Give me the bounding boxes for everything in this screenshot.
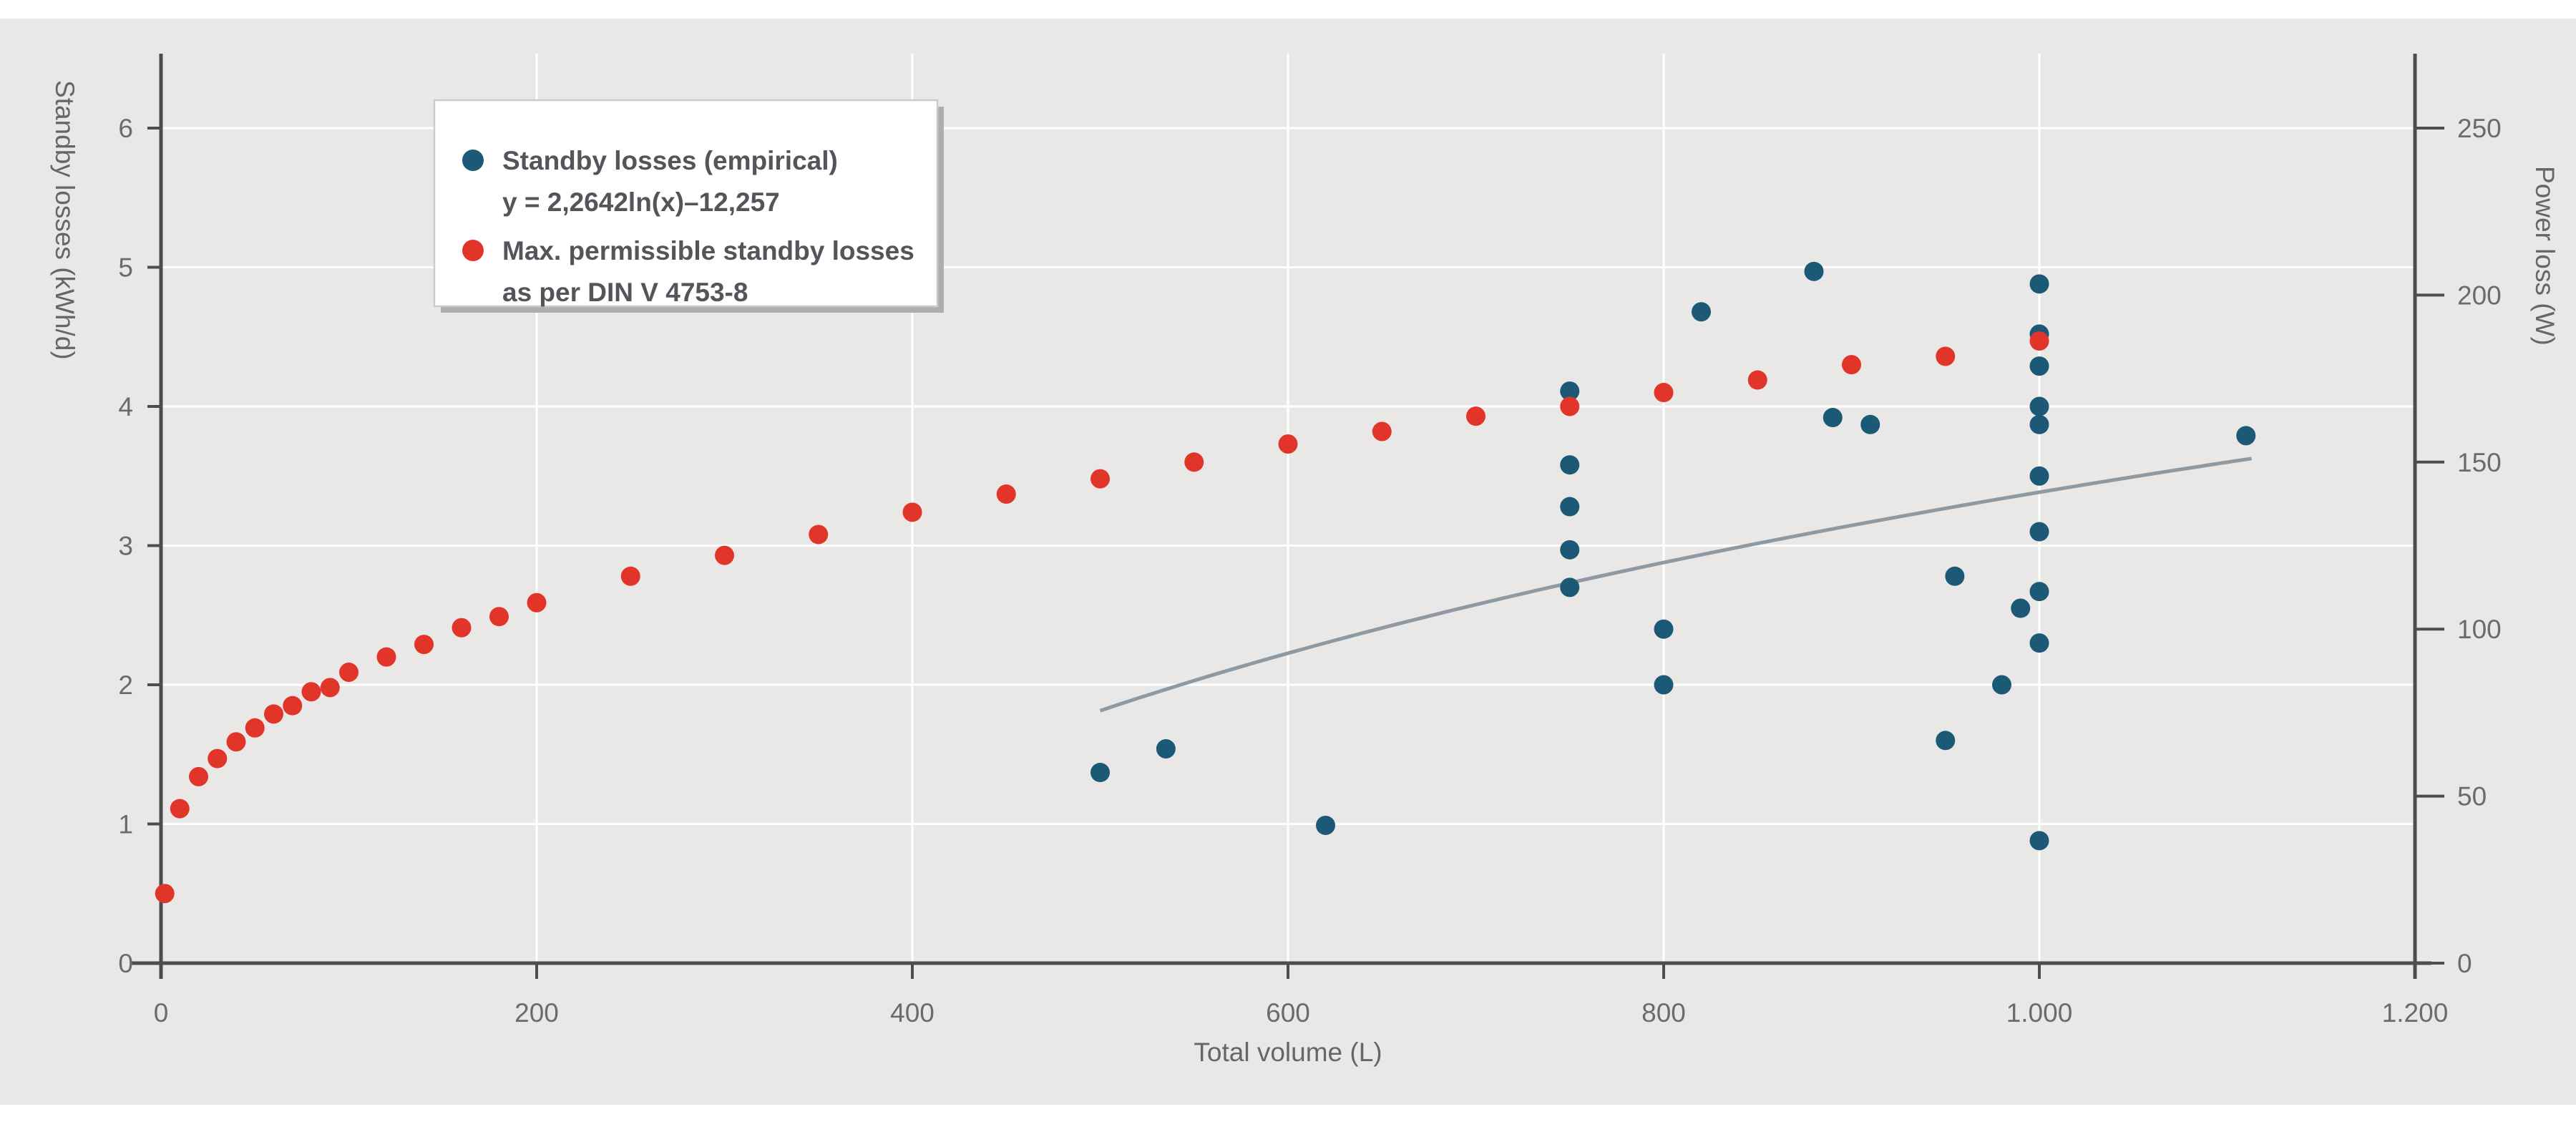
point-permissible — [620, 566, 640, 586]
point-permissible — [902, 502, 922, 522]
point-permissible — [1184, 452, 1204, 472]
point-empirical — [1560, 577, 1580, 597]
point-permissible — [414, 635, 434, 655]
x-tick-label: 600 — [1266, 998, 1310, 1028]
y-right-tick-label: 200 — [2457, 280, 2502, 310]
point-empirical — [1804, 261, 1824, 281]
x-tick-label: 1.200 — [2382, 998, 2449, 1028]
legend-label-permissible-line1: Max. permissible standby losses — [502, 236, 914, 265]
point-permissible — [320, 678, 340, 698]
point-permissible — [155, 884, 175, 904]
point-empirical — [1945, 566, 1965, 586]
point-permissible — [301, 682, 321, 702]
point-empirical — [2011, 598, 2031, 618]
series-empirical-points — [1091, 261, 2256, 851]
x-tick-label: 200 — [514, 998, 559, 1028]
point-permissible — [226, 732, 246, 752]
x-axis-title: Total volume (L) — [1194, 1038, 1382, 1067]
y-left-tick-label: 3 — [118, 532, 133, 561]
y-right-tick-label: 150 — [2457, 448, 2502, 477]
point-permissible — [1936, 346, 1956, 366]
point-empirical — [2029, 633, 2049, 653]
x-tick-label: 400 — [890, 998, 935, 1028]
trendline — [1099, 457, 2252, 713]
point-permissible — [1466, 406, 1485, 426]
y-axis-title-right: Power loss (W) — [2530, 166, 2560, 346]
y-right-tick-label: 250 — [2457, 114, 2502, 143]
x-tick-label: 0 — [154, 998, 169, 1028]
legend-marker-empirical-icon — [462, 150, 484, 171]
legend-label-empirical-line1: Standby losses (empirical) — [502, 146, 838, 175]
y-left-tick-label: 2 — [118, 670, 133, 700]
trendline-path — [1099, 457, 2252, 713]
point-permissible — [1091, 469, 1110, 489]
point-permissible — [1278, 434, 1298, 454]
legend: Standby losses (empirical) y = 2,2642ln(… — [433, 99, 944, 313]
point-empirical — [1560, 497, 1580, 517]
y-left-tick-label: 4 — [118, 392, 133, 421]
point-permissible — [809, 525, 829, 545]
point-empirical — [1156, 738, 1176, 758]
point-permissible — [208, 748, 228, 769]
x-tick-label: 1.000 — [2006, 998, 2073, 1028]
point-empirical — [2029, 582, 2049, 602]
y-right-tick-label: 0 — [2457, 949, 2472, 978]
point-permissible — [189, 766, 208, 786]
point-permissible — [376, 647, 396, 667]
axis-lines — [131, 54, 2431, 979]
y-left-tick-label: 5 — [118, 253, 133, 283]
axis-ticks — [147, 127, 2444, 979]
point-permissible — [1372, 421, 1392, 441]
legend-box — [433, 99, 939, 308]
point-empirical — [1560, 540, 1580, 560]
point-permissible — [2029, 331, 2049, 351]
point-permissible — [245, 718, 265, 738]
point-empirical — [2029, 274, 2049, 294]
point-permissible — [283, 696, 303, 716]
point-empirical — [2029, 466, 2049, 486]
point-empirical — [1936, 731, 1956, 751]
point-permissible — [1560, 396, 1580, 416]
point-empirical — [1560, 455, 1580, 475]
y-left-tick-label: 0 — [118, 949, 133, 978]
point-permissible — [489, 607, 509, 627]
point-empirical — [2029, 522, 2049, 542]
tick-labels: 0 1 2 3 4 5 6 0 200 400 600 800 1.000 1.200 0 50 100 150 2… — [118, 114, 2501, 1028]
point-empirical — [2029, 831, 2049, 851]
point-empirical — [2236, 426, 2256, 446]
y-right-tick-label: 100 — [2457, 615, 2502, 644]
point-permissible — [996, 484, 1016, 504]
series-permissible-points — [155, 331, 2049, 904]
y-right-tick-label: 50 — [2457, 782, 2487, 811]
point-empirical — [1692, 302, 1711, 322]
point-empirical — [1860, 414, 1880, 434]
point-empirical — [1823, 408, 1843, 428]
point-permissible — [1654, 383, 1674, 403]
point-permissible — [264, 704, 283, 724]
point-permissible — [170, 799, 190, 819]
point-empirical — [1316, 815, 1335, 835]
point-empirical — [1654, 675, 1674, 695]
y-left-tick-label: 6 — [118, 114, 133, 143]
point-empirical — [2029, 356, 2049, 376]
point-permissible — [527, 592, 547, 613]
point-permissible — [1842, 355, 1861, 375]
point-empirical — [2029, 414, 2049, 434]
point-permissible — [1747, 370, 1767, 390]
legend-marker-permissible-icon — [462, 240, 484, 261]
point-permissible — [715, 545, 734, 565]
point-empirical — [1560, 381, 1580, 401]
legend-label-empirical-line2: y = 2,2642ln(x)–12,257 — [502, 187, 780, 217]
point-permissible — [339, 662, 358, 682]
point-empirical — [1654, 619, 1674, 639]
point-permissible — [452, 618, 472, 638]
legend-label-permissible-line2: as per DIN V 4753-8 — [502, 278, 748, 307]
x-tick-label: 800 — [1641, 998, 1686, 1028]
point-empirical — [1091, 763, 1110, 783]
point-empirical — [2029, 396, 2049, 416]
y-left-tick-label: 1 — [118, 810, 133, 839]
point-empirical — [1992, 675, 2011, 695]
y-axis-title-left: Standby losses (kWh/d) — [50, 80, 79, 360]
